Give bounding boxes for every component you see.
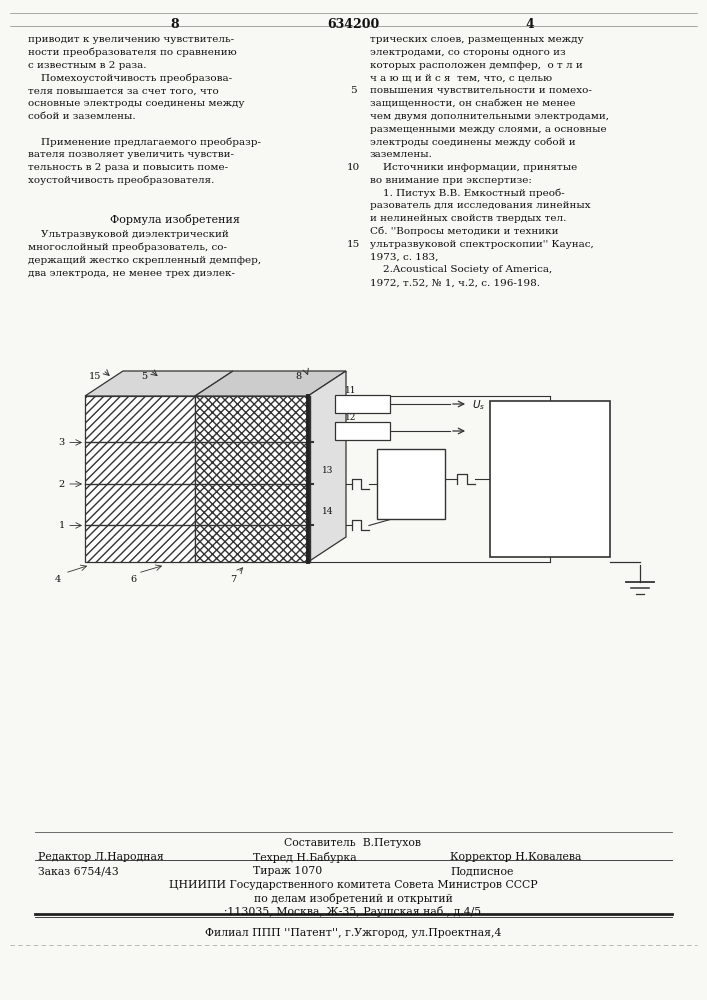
Text: 11: 11 xyxy=(345,386,356,395)
Text: Корректор Н.Ковалева: Корректор Н.Ковалева xyxy=(450,852,581,862)
Text: 8: 8 xyxy=(295,372,301,381)
Text: многослойный преобразователь, со-: многослойный преобразователь, со- xyxy=(28,243,227,252)
Text: 1972, т.52, № 1, ч.2, с. 196-198.: 1972, т.52, № 1, ч.2, с. 196-198. xyxy=(370,278,540,287)
Text: 1. Пистух В.В. Емкостный преоб-: 1. Пистух В.В. Емкостный преоб- xyxy=(370,189,565,198)
Text: размещенными между слоями, а основные: размещенными между слоями, а основные xyxy=(370,125,607,134)
Text: Подписное: Подписное xyxy=(450,866,513,876)
Text: разователь для исследования линейных: разователь для исследования линейных xyxy=(370,201,590,210)
Text: 13: 13 xyxy=(322,466,334,475)
Text: 7: 7 xyxy=(230,575,236,584)
Text: Ультразвуковой диэлектрический: Ультразвуковой диэлектрический xyxy=(28,230,229,239)
Bar xyxy=(377,449,445,519)
Text: хоустойчивость преобразователя.: хоустойчивость преобразователя. xyxy=(28,176,214,185)
Text: Заказ 6754/43: Заказ 6754/43 xyxy=(38,866,119,876)
Text: ·113035, Москва, Ж-35, Раушская наб., д.4/5: ·113035, Москва, Ж-35, Раушская наб., д.… xyxy=(224,906,481,917)
Text: которых расположен демпфер,  о т л и: которых расположен демпфер, о т л и xyxy=(370,61,583,70)
Text: чем двумя дополнительными электродами,: чем двумя дополнительными электродами, xyxy=(370,112,609,121)
Polygon shape xyxy=(85,371,233,396)
Text: ультразвуковой спектроскопии'' Каунас,: ультразвуковой спектроскопии'' Каунас, xyxy=(370,240,594,249)
Text: защищенности, он снабжен не менее: защищенности, он снабжен не менее xyxy=(370,99,575,108)
Text: с известным в 2 раза.: с известным в 2 раза. xyxy=(28,61,146,70)
Text: 2: 2 xyxy=(59,480,65,489)
Text: по делам изобретений и открытий: по делам изобретений и открытий xyxy=(254,893,452,904)
Text: приводит к увеличению чувствитель-: приводит к увеличению чувствитель- xyxy=(28,35,234,44)
Polygon shape xyxy=(85,396,195,562)
Text: Сб. ''Вопросы методики и техники: Сб. ''Вопросы методики и техники xyxy=(370,227,559,236)
Text: 5: 5 xyxy=(350,86,356,95)
Text: 14: 14 xyxy=(322,507,334,516)
Text: Техред Н.Бабурка: Техред Н.Бабурка xyxy=(253,852,356,863)
Text: Применение предлагаемого преобразр-: Применение предлагаемого преобразр- xyxy=(28,137,261,147)
Text: повышения чувствительности и помехо-: повышения чувствительности и помехо- xyxy=(370,86,592,95)
Text: 634200: 634200 xyxy=(327,18,379,31)
Bar xyxy=(490,401,610,557)
Text: 15: 15 xyxy=(346,240,360,249)
Polygon shape xyxy=(195,371,346,396)
Text: $U_s$: $U_s$ xyxy=(472,398,485,412)
Text: два электрода, не менее трех диэлек-: два электрода, не менее трех диэлек- xyxy=(28,269,235,278)
Text: 10: 10 xyxy=(346,163,360,172)
Text: заземлены.: заземлены. xyxy=(370,150,433,159)
Text: электродами, со стороны одного из: электродами, со стороны одного из xyxy=(370,48,566,57)
Text: ч а ю щ и й с я  тем, что, с целью: ч а ю щ и й с я тем, что, с целью xyxy=(370,73,552,82)
Polygon shape xyxy=(308,371,346,562)
Bar xyxy=(335,395,390,413)
Text: Источники информации, принятые: Источники информации, принятые xyxy=(370,163,577,172)
Text: Редактор Л.Народная: Редактор Л.Народная xyxy=(38,852,164,862)
Polygon shape xyxy=(195,396,308,562)
Text: 10: 10 xyxy=(540,472,560,486)
Text: Составитель  В.Петухов: Составитель В.Петухов xyxy=(284,838,421,848)
Text: Помехоустойчивость преобразова-: Помехоустойчивость преобразова- xyxy=(28,73,232,83)
Text: 1: 1 xyxy=(59,521,65,530)
Text: вателя позволяет увеличить чувстви-: вателя позволяет увеличить чувстви- xyxy=(28,150,234,159)
Text: во внимание при экспертизе:: во внимание при экспертизе: xyxy=(370,176,532,185)
Text: Формула изобретения: Формула изобретения xyxy=(110,214,240,225)
Text: ности преобразователя по сравнению: ности преобразователя по сравнению xyxy=(28,48,237,57)
Text: электроды соединены между собой и: электроды соединены между собой и xyxy=(370,137,575,147)
Text: теля повышается за счет того, что: теля повышается за счет того, что xyxy=(28,86,218,95)
Text: 9: 9 xyxy=(407,477,416,491)
Text: 8: 8 xyxy=(170,18,180,31)
Text: 2.Acoustical Society of America,: 2.Acoustical Society of America, xyxy=(370,265,552,274)
Text: 6: 6 xyxy=(130,575,136,584)
Text: 1973, с. 183,: 1973, с. 183, xyxy=(370,253,438,262)
Text: 5: 5 xyxy=(141,372,147,381)
Text: ЦНИИПИ Государственного комитета Совета Министров СССР: ЦНИИПИ Государственного комитета Совета … xyxy=(169,880,537,890)
Text: собой и заземлены.: собой и заземлены. xyxy=(28,112,136,121)
Text: 15: 15 xyxy=(89,372,101,381)
Bar xyxy=(335,422,390,440)
Text: трических слоев, размещенных между: трических слоев, размещенных между xyxy=(370,35,583,44)
Text: 12: 12 xyxy=(345,413,356,422)
Text: 4: 4 xyxy=(55,575,62,584)
Text: 4: 4 xyxy=(525,18,534,31)
Text: держащий жестко скрепленный демпфер,: держащий жестко скрепленный демпфер, xyxy=(28,256,261,265)
Text: Тираж 1070: Тираж 1070 xyxy=(253,866,322,876)
Text: Филиал ППП ''Патент'', г.Ужгород, ул.Проектная,4: Филиал ППП ''Патент'', г.Ужгород, ул.Про… xyxy=(205,928,501,938)
Text: основные электроды соединены между: основные электроды соединены между xyxy=(28,99,245,108)
Text: тельность в 2 раза и повысить поме-: тельность в 2 раза и повысить поме- xyxy=(28,163,228,172)
Text: 3: 3 xyxy=(59,438,65,447)
Text: и нелинейных свойств твердых тел.: и нелинейных свойств твердых тел. xyxy=(370,214,566,223)
